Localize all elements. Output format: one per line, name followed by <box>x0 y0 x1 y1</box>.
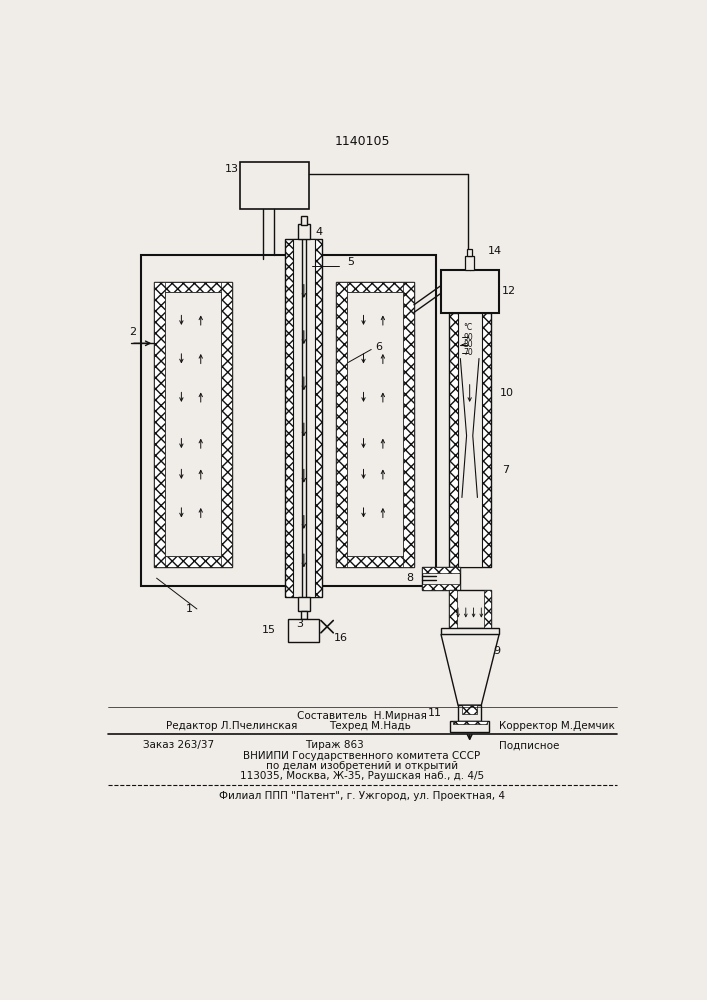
Bar <box>450 721 489 732</box>
Text: Редактор Л.Пчелинская: Редактор Л.Пчелинская <box>166 721 297 731</box>
Bar <box>221 282 232 567</box>
Bar <box>240 162 309 209</box>
Text: Техред М.Надь: Техред М.Надь <box>329 721 411 731</box>
Text: Корректор М.Демчик: Корректор М.Демчик <box>499 721 615 731</box>
Bar <box>154 282 232 567</box>
Bar <box>285 239 293 597</box>
Bar <box>337 282 414 567</box>
Bar <box>154 282 232 292</box>
Bar <box>462 705 477 714</box>
Text: Филиал ППП "Патент", г. Ужгород, ул. Проектная, 4: Филиал ППП "Патент", г. Ужгород, ул. Про… <box>219 791 505 801</box>
Text: 1: 1 <box>186 604 192 614</box>
Text: 1140105: 1140105 <box>334 135 390 148</box>
Bar <box>288 619 320 642</box>
Text: Заказ 263/37: Заказ 263/37 <box>143 740 214 750</box>
Bar <box>403 282 414 567</box>
Bar <box>449 312 491 567</box>
Bar <box>458 705 481 721</box>
Text: ВНИИПИ Государственного комитета СССР: ВНИИПИ Государственного комитета СССР <box>243 751 481 761</box>
Bar <box>449 590 491 628</box>
Text: 6: 6 <box>375 342 382 352</box>
Bar <box>141 255 436 586</box>
Text: 14: 14 <box>489 246 502 256</box>
Bar <box>315 239 322 597</box>
Text: °C: °C <box>464 323 472 332</box>
Bar <box>337 282 347 567</box>
Text: 113035, Москва, Ж-35, Раушская наб., д. 4/5: 113035, Москва, Ж-35, Раушская наб., д. … <box>240 771 484 781</box>
Bar <box>452 721 486 724</box>
Text: Подписное: Подписное <box>499 740 559 750</box>
Bar <box>285 239 322 597</box>
Bar <box>337 282 414 292</box>
Text: 3: 3 <box>296 619 303 629</box>
Bar <box>421 567 460 590</box>
Bar <box>441 270 499 312</box>
Bar <box>154 556 232 567</box>
Text: 15: 15 <box>262 625 276 635</box>
Bar <box>293 239 315 597</box>
Bar <box>300 216 307 225</box>
Text: 11: 11 <box>428 708 442 718</box>
Text: 7: 7 <box>502 465 509 475</box>
Bar <box>449 312 458 567</box>
Text: по делам изобретений и открытий: по делам изобретений и открытий <box>266 761 458 771</box>
Text: 90: 90 <box>464 333 473 342</box>
Bar <box>337 556 414 567</box>
Text: Тираж 863: Тираж 863 <box>305 740 364 750</box>
Text: 8: 8 <box>407 573 414 583</box>
Bar <box>465 256 474 270</box>
Text: 10: 10 <box>500 388 514 398</box>
Text: 5: 5 <box>347 257 354 267</box>
Bar <box>421 584 460 590</box>
Bar <box>300 611 307 619</box>
Text: 70: 70 <box>464 348 473 357</box>
Bar <box>154 282 165 567</box>
Text: 2: 2 <box>129 327 136 337</box>
Text: 16: 16 <box>334 633 348 643</box>
Text: 13: 13 <box>225 164 239 174</box>
Bar <box>467 249 472 256</box>
Text: 4: 4 <box>316 227 323 237</box>
Bar <box>441 628 499 634</box>
Bar <box>165 292 221 556</box>
Bar <box>421 567 460 573</box>
Bar <box>298 224 310 239</box>
Text: Составитель  Н.Мирная: Составитель Н.Мирная <box>297 711 427 721</box>
Bar <box>484 590 491 628</box>
Bar <box>458 312 482 567</box>
Text: 12: 12 <box>501 286 515 296</box>
Bar <box>347 292 403 556</box>
Bar <box>298 597 310 611</box>
Text: 80: 80 <box>464 340 473 349</box>
Bar <box>449 590 457 628</box>
Text: 9: 9 <box>493 646 501 656</box>
Bar <box>482 312 491 567</box>
